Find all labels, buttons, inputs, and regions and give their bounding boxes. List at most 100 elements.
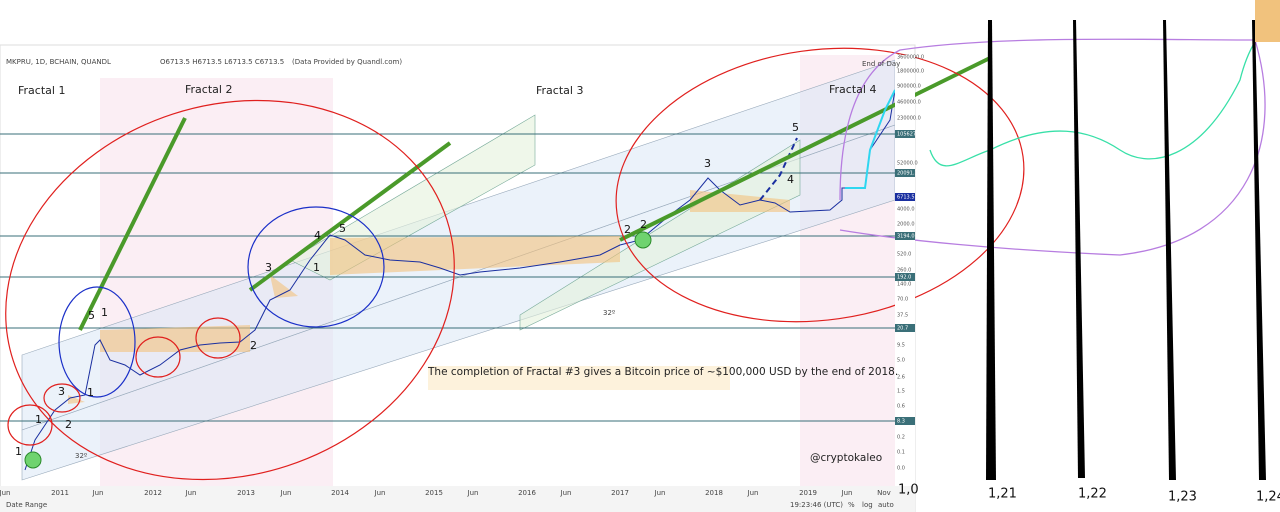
price-label: 52000.0 (897, 161, 918, 167)
bottom-bar (0, 486, 915, 512)
time-label: 2012 (144, 489, 162, 497)
price-highlight (895, 169, 915, 177)
price-label: 70.0 (897, 297, 908, 303)
price-label: 260.0 (897, 268, 911, 274)
wave-label: 3 (704, 157, 711, 170)
watermark: @cryptokaleo (810, 452, 882, 464)
time-label: 2015 (425, 489, 443, 497)
price-line (24, 89, 896, 471)
price-label: 0.2 (897, 435, 905, 441)
time-label: Jun (560, 489, 572, 497)
price-label: 3194.0 (897, 234, 915, 240)
spikes (986, 20, 1266, 480)
time-label: Jun (185, 489, 197, 497)
time-label: 2018 (705, 489, 723, 497)
wave-label: 3 (265, 261, 272, 274)
auto-toggle[interactable]: auto (878, 501, 894, 509)
symbol: MKPRU, 1D, BCHAIN, QUANDL (6, 58, 111, 66)
wave-label: 3 (58, 385, 65, 398)
handwritten-label: 1,22 (1078, 487, 1107, 502)
log-toggle[interactable]: log (862, 501, 873, 509)
trend-lines (78, 56, 991, 331)
time-label: Jun (654, 489, 666, 497)
support-lines (0, 133, 895, 422)
time-label: Jun (280, 489, 292, 497)
wave-circles (58, 206, 385, 398)
price-label: 520.0 (897, 252, 911, 258)
handwritten-label: 1,24 (1256, 490, 1280, 505)
percent-toggle[interactable]: % (848, 501, 855, 509)
price-highlight (895, 232, 915, 240)
wave-label: 2 (640, 218, 647, 231)
corner-box (1255, 0, 1280, 42)
price-label: 192.0 (897, 275, 911, 281)
date-range[interactable]: Date Range (6, 501, 47, 509)
fractal-label: Fractal 2 (185, 83, 232, 96)
price-label: 4000.0 (897, 207, 915, 213)
price-highlight (895, 324, 915, 332)
wave-label: 1 (15, 445, 22, 458)
price-label: 3600000.0 (897, 55, 924, 61)
price-label: 8.3 (897, 419, 905, 425)
price-label: 9.5 (897, 343, 905, 349)
angle-label: 32º (75, 452, 87, 460)
price-label: 0.6 (897, 404, 905, 410)
time-label: 2016 (518, 489, 536, 497)
time-label: Nov (877, 489, 891, 497)
fractal-label: Fractal 1 (18, 84, 65, 97)
markers (24, 231, 652, 469)
annotation: The completion of Fractal #3 gives a Bit… (427, 366, 898, 378)
end-of-day: End of Day (862, 60, 900, 68)
price-label: 460000.0 (897, 100, 921, 106)
time-label: Jun (0, 489, 10, 497)
price-highlight (895, 273, 915, 281)
price-label: 1800000.0 (897, 69, 924, 75)
price-label: 230000.0 (897, 116, 921, 122)
price-highlight (895, 193, 915, 201)
price-label: 140.0 (897, 282, 911, 288)
time-label: 2019 (799, 489, 817, 497)
price-label: 6713.5 (897, 195, 915, 201)
wave-label: 2 (250, 339, 257, 352)
clock: 19:23:46 (UTC) (790, 501, 843, 509)
handwritten-label: 1,21 (988, 487, 1017, 502)
time-label: Jun (841, 489, 853, 497)
time-label: 2014 (331, 489, 349, 497)
fractal-label: Fractal 3 (536, 84, 583, 97)
wave-label: 1 (313, 261, 320, 274)
wave-label: 1 (35, 413, 42, 426)
ohlc: O6713.5 H6713.5 L6713.5 C6713.5 (160, 58, 284, 66)
handwritten-label: 1,23 (1168, 490, 1197, 505)
wave-label: 1 (101, 306, 108, 319)
hand-circles (5, 47, 1025, 481)
wave-label: 2 (65, 418, 72, 431)
price-highlight (895, 130, 915, 138)
price-label: 37.5 (897, 313, 908, 319)
price-label: 20.7 (897, 326, 908, 332)
wave-label: 4 (314, 229, 321, 242)
time-label: 2017 (611, 489, 629, 497)
wave-label: 2 (624, 223, 631, 236)
wave-label: 4 (787, 173, 794, 186)
time-label: Jun (92, 489, 104, 497)
price-label: 2.6 (897, 375, 905, 381)
price-label: 20091.3 (897, 171, 918, 177)
time-label: Jun (374, 489, 386, 497)
projection (759, 137, 798, 201)
provider: (Data Provided by Quandl.com) (292, 58, 402, 66)
wave-label: 5 (88, 309, 95, 322)
time-label: Jun (747, 489, 759, 497)
price-highlight (895, 417, 915, 425)
price-label: 105627.6 (897, 132, 921, 138)
time-label: 2011 (51, 489, 69, 497)
price-label: 0.0 (897, 466, 905, 472)
price-label: 1.5 (897, 389, 905, 395)
price-label: 0.1 (897, 450, 905, 456)
wave-label: 5 (339, 222, 346, 235)
orange-consolidations (68, 190, 790, 404)
handwritten-label: 1,0 (898, 483, 919, 498)
wave-label: 1 (87, 386, 94, 399)
time-label: Jun (467, 489, 479, 497)
angle-label: 32º (603, 309, 615, 317)
price-label: 900000.0 (897, 84, 921, 90)
